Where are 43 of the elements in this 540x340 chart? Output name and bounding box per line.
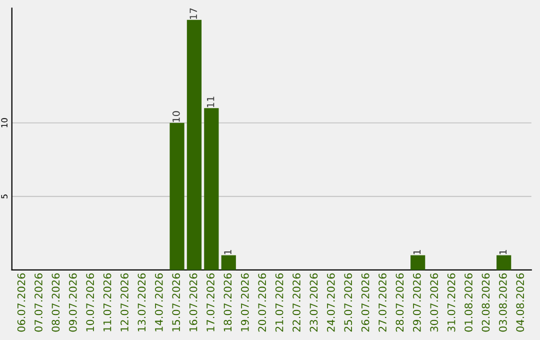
x-tick-label: 09.07.2026 bbox=[68, 273, 77, 332]
x-tick-label: 31.07.2026 bbox=[447, 273, 456, 332]
x-tick-label: 10.07.2026 bbox=[86, 273, 94, 332]
data-label: 10 bbox=[172, 111, 180, 122]
x-tick-label: 20.07.2026 bbox=[258, 273, 266, 332]
x-tick-label: 15.07.2026 bbox=[172, 273, 180, 332]
x-tick-label: 27.07.2026 bbox=[378, 273, 386, 332]
x-tick-label: 16.07.2026 bbox=[189, 273, 198, 332]
data-label: 17 bbox=[190, 8, 197, 19]
x-tick-label: 17.07.2026 bbox=[206, 273, 214, 332]
bar bbox=[204, 108, 219, 270]
x-tick-label: 04.08.2026 bbox=[516, 273, 524, 332]
x-tick-label: 26.07.2026 bbox=[361, 273, 370, 332]
x-tick-label: 07.07.2026 bbox=[34, 273, 42, 332]
x-tick-label: 28.07.2026 bbox=[396, 273, 404, 332]
bar bbox=[496, 255, 512, 270]
data-label: 11 bbox=[207, 96, 214, 108]
x-tick-label: 29.07.2026 bbox=[412, 273, 421, 332]
x-tick-label: 18.07.2026 bbox=[224, 273, 232, 332]
data-label: 1 bbox=[499, 250, 507, 254]
x-tick-label: 06.07.2026 bbox=[17, 273, 26, 332]
x-tick-label: 12.07.2026 bbox=[120, 273, 128, 332]
bar bbox=[410, 255, 426, 270]
bar bbox=[221, 255, 236, 270]
x-tick-label: 24.07.2026 bbox=[326, 273, 335, 332]
x-tick-label: 08.07.2026 bbox=[52, 273, 60, 332]
x-tick-label: 02.08.2026 bbox=[482, 273, 490, 332]
data-label: 1 bbox=[224, 250, 232, 254]
x-tick-label: 22.07.2026 bbox=[292, 273, 300, 332]
x-tick-label: 01.08.2026 bbox=[464, 273, 472, 332]
x-tick-label: 14.07.2026 bbox=[154, 273, 163, 332]
x-tick-label: 11.07.2026 bbox=[103, 273, 112, 332]
x-tick-label: 13.07.2026 bbox=[138, 273, 146, 332]
x-tick-label: 19.07.2026 bbox=[240, 273, 249, 332]
x-tick-label: 30.07.2026 bbox=[430, 273, 438, 332]
x-tick-label: 21.07.2026 bbox=[275, 273, 284, 332]
x-tick-label: 23.07.2026 bbox=[310, 273, 318, 332]
y-tick-label: 5 bbox=[1, 194, 8, 198]
x-tick-label: 03.08.2026 bbox=[498, 273, 507, 332]
bar bbox=[170, 122, 184, 270]
x-tick-label: 25.07.2026 bbox=[344, 273, 352, 332]
data-label: 1 bbox=[413, 250, 421, 254]
bar bbox=[186, 20, 202, 270]
